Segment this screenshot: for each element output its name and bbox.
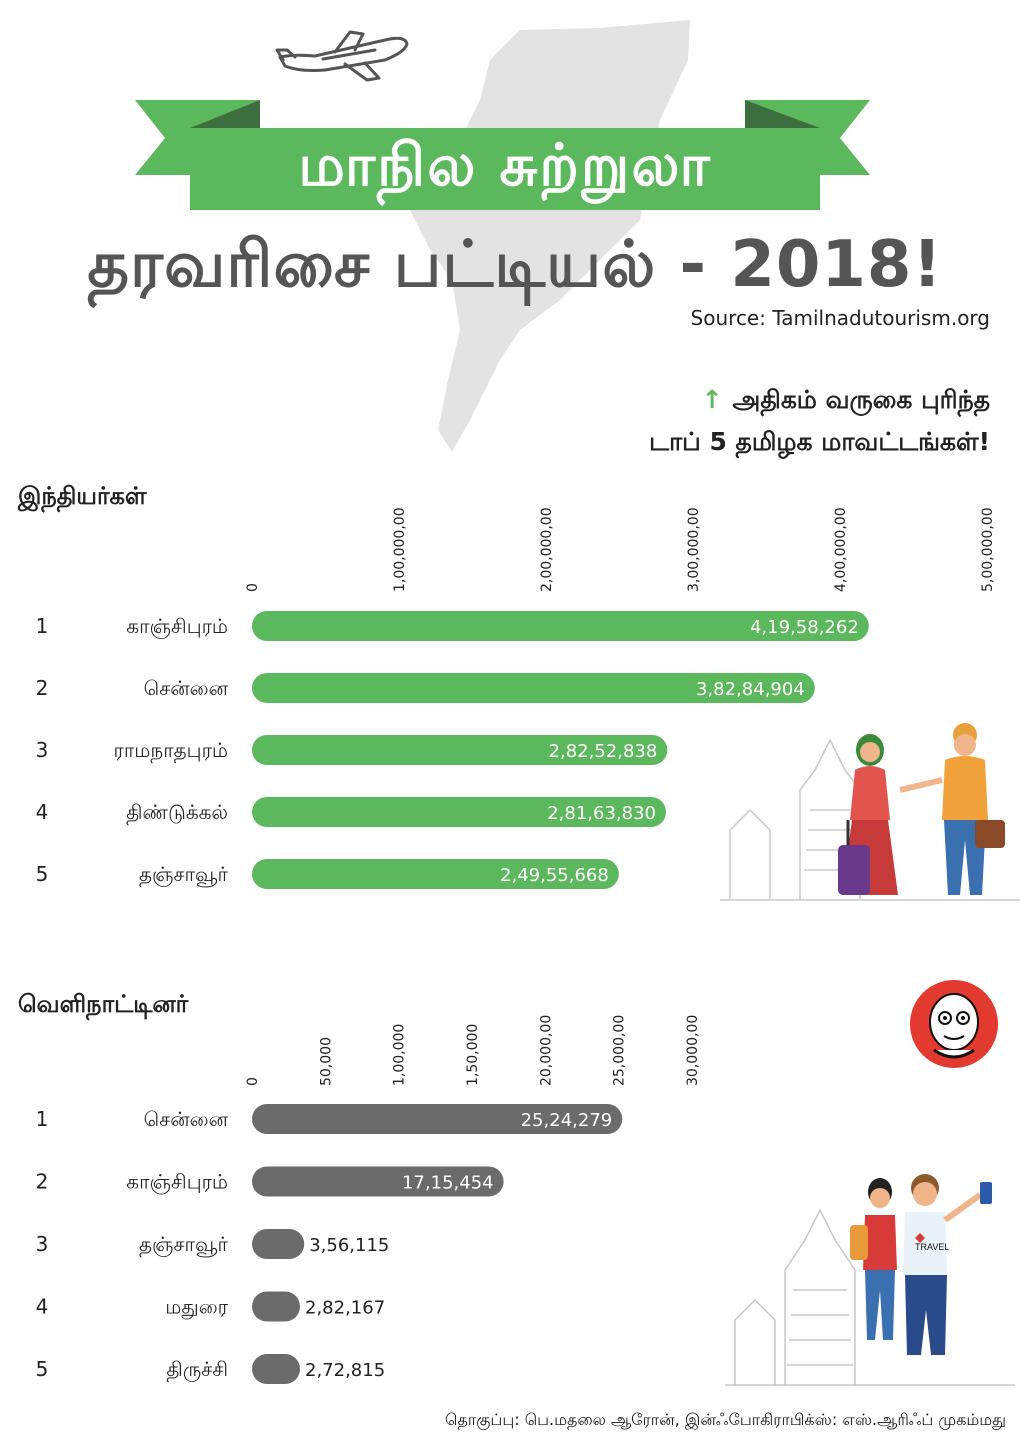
bar (252, 797, 667, 827)
airplane-icon (275, 30, 409, 82)
subtitle-line-2: டாப் 5 தமிழக மாவட்டங்கள்! (649, 427, 990, 456)
credits-line: தொகுப்பு: பெ.மதலை ஆரோன், இன்ஃபோகிராபிக்ஸ… (445, 1410, 1006, 1429)
x-tick-label: 1,50,000 (465, 1024, 481, 1086)
subtitle-line-1-text: அதிகம் வருகை புரிந்த (732, 385, 990, 414)
bar (252, 1229, 305, 1259)
x-tick-label: 50,000 (318, 1037, 334, 1086)
x-tick-label: 2,00,000,00 (539, 507, 555, 592)
svg-text:TRAVEL: TRAVEL (915, 1242, 949, 1252)
x-tick-label: 3,00,000,00 (686, 507, 702, 592)
subtitle-line-1: ↑ அதிகம் வருகை புரிந்த (702, 385, 990, 418)
bar (252, 1291, 300, 1322)
mascot-logo-icon (910, 980, 998, 1068)
x-tick-label: 0 (245, 1077, 261, 1086)
bar (252, 859, 619, 889)
bar-value-label: 2,49,55,668 (500, 865, 609, 886)
x-tick-label: 5,00,000,00 (980, 507, 996, 592)
rank-label: 3 (36, 738, 49, 762)
bar (252, 735, 668, 765)
bar-value-label: 3,56,115 (309, 1235, 389, 1256)
selfie-couple-illustration: TRAVEL (725, 1174, 1015, 1386)
rank-label: 4 (36, 800, 49, 824)
x-tick-label: 4,00,000,00 (833, 507, 849, 592)
category-label: சென்னை (144, 676, 229, 700)
category-label: காஞ்சிபுரம் (126, 614, 228, 639)
x-tick-label: 25,000,00 (612, 1015, 628, 1086)
bar (252, 611, 869, 641)
rank-label: 1 (36, 614, 49, 638)
rank-label: 2 (36, 676, 49, 700)
title-banner (135, 100, 870, 210)
rank-label: 2 (36, 1170, 49, 1194)
section-title-indians: இந்தியர்கள் (18, 482, 147, 510)
category-label: தஞ்சாவூர் (139, 862, 229, 887)
page-title: தரவரிசை பட்டியல் - 2018! (87, 228, 943, 302)
bar-value-label: 25,24,279 (521, 1110, 613, 1131)
bar (252, 1104, 623, 1134)
x-tick-label: 1,00,000 (392, 1024, 408, 1086)
category-label: சென்னை (144, 1107, 229, 1131)
rank-label: 3 (36, 1232, 49, 1256)
x-tick-label: 30,000,00 (685, 1015, 701, 1086)
up-arrow-icon: ↑ (701, 385, 723, 414)
rank-label: 5 (36, 1357, 49, 1381)
banner-title: மாநில சுற்றுலா (298, 131, 712, 199)
category-label: காஞ்சிபுரம் (126, 1170, 228, 1195)
category-label: தஞ்சாவூர் (139, 1232, 229, 1257)
x-tick-label: 1,00,000,00 (392, 507, 408, 592)
rank-label: 4 (36, 1295, 49, 1319)
tourist-couple-illustration (720, 723, 1020, 901)
bar (252, 1166, 504, 1197)
bar-value-label: 2,81,63,830 (547, 803, 656, 824)
x-tick-label: 20,000,00 (538, 1015, 554, 1086)
bar-value-label: 2,82,167 (305, 1298, 385, 1319)
foreigners-bar-chart: 0 50,000 1,00,000 1,50,000 20,000,00 25,000,0… (36, 1015, 701, 1384)
bar-value-label: 3,82,84,904 (696, 679, 805, 700)
category-label: மதுரை (165, 1295, 228, 1320)
category-label: ராமநாதபுரம் (114, 738, 229, 763)
source-label: Source: Tamilnadutourism.org (690, 306, 990, 330)
rank-label: 5 (36, 862, 49, 886)
bar-value-label: 4,19,58,262 (750, 617, 859, 638)
bar (252, 673, 815, 703)
indians-bar-chart: 0 1,00,000,00 2,00,000,00 3,00,000,00 4,00,0… (36, 507, 996, 889)
bar (252, 1354, 300, 1384)
category-label: திருச்சி (166, 1357, 228, 1382)
bar-value-label: 17,15,454 (402, 1173, 494, 1194)
section-title-foreigners: வெளிநாட்டினர் (18, 990, 189, 1018)
category-label: திண்டுக்கல் (126, 800, 228, 825)
x-tick-label: 0 (245, 583, 261, 592)
bar-value-label: 2,82,52,838 (549, 741, 658, 762)
bar-value-label: 2,72,815 (305, 1360, 385, 1381)
rank-label: 1 (36, 1107, 49, 1131)
